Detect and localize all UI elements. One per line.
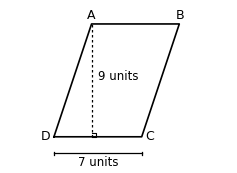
Text: D: D bbox=[41, 130, 50, 143]
Text: A: A bbox=[87, 9, 96, 22]
Text: B: B bbox=[176, 9, 184, 22]
Text: C: C bbox=[146, 130, 154, 143]
Text: 9 units: 9 units bbox=[98, 70, 138, 83]
Text: 7 units: 7 units bbox=[77, 156, 118, 169]
